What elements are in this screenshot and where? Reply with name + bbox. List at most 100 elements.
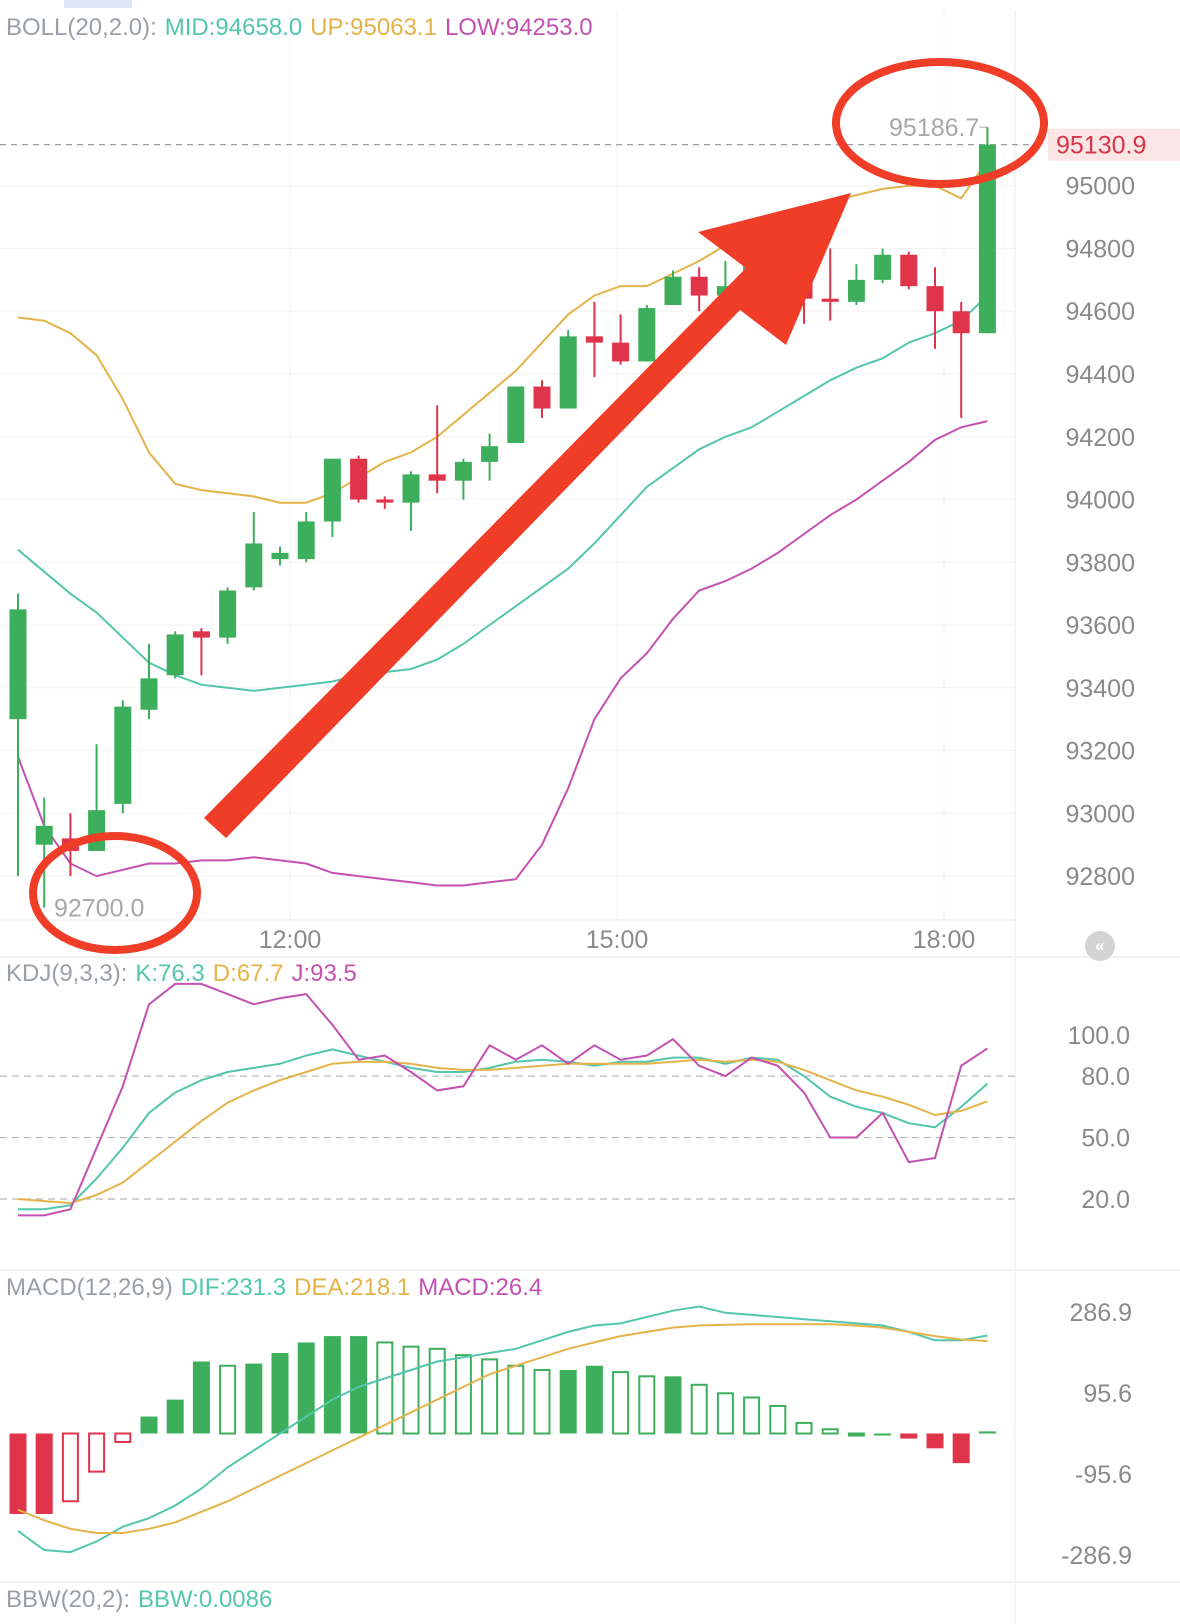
- kdj-j-line: [18, 982, 988, 1217]
- macd-histogram-bar: [795, 1421, 813, 1435]
- macd-histogram-bar: [88, 1432, 106, 1473]
- candle-body: [9, 609, 27, 720]
- candle-body: [559, 336, 577, 409]
- macd-histogram-bar: [900, 1433, 918, 1439]
- kdj-y-tick-label: 100.0: [1067, 1022, 1130, 1050]
- boll-y-tick-label: 92800: [1065, 863, 1135, 891]
- macd-histogram-bar: [376, 1341, 394, 1435]
- kdj-k-line: [18, 1048, 989, 1211]
- macd-histogram-bar: [585, 1365, 603, 1434]
- boll-y-tick-label: 93600: [1065, 612, 1135, 640]
- macd-histogram-bar: [847, 1432, 865, 1437]
- macd-legend: MACD(12,26,9) DIF:231.3 DEA:218.1 MACD:26.4: [6, 1274, 550, 1302]
- kdj-y-tick-label: 20.0: [1081, 1186, 1130, 1214]
- candle-body: [481, 446, 499, 462]
- low-price-marker: 92700.0: [54, 894, 144, 922]
- macd-dea-line: [17, 1323, 988, 1534]
- highlight-circle-high: [832, 58, 1048, 188]
- candle-body: [88, 810, 106, 851]
- candle-body: [402, 474, 420, 503]
- boll-y-tick-label: 93400: [1065, 675, 1135, 703]
- boll-legend: BOLL(20,2.0): MID:94658.0 UP:95063.1 LOW:94…: [6, 14, 601, 42]
- macd-histogram-bar: [926, 1433, 944, 1449]
- macd-title: MACD(12,26,9): [6, 1274, 173, 1301]
- macd-histogram-bar: [769, 1404, 787, 1435]
- macd-value-label: MACD:26.4: [418, 1274, 543, 1301]
- boll-y-tick-label: 94200: [1065, 424, 1135, 452]
- boll-y-tick-label: 93200: [1065, 738, 1135, 766]
- trend-arrow: [204, 193, 851, 838]
- macd-histogram-bar: [612, 1371, 630, 1435]
- boll-y-tick-label: 94800: [1065, 235, 1135, 263]
- macd-histogram-bar: [428, 1347, 446, 1435]
- macd-histogram-bar: [978, 1431, 996, 1434]
- highlight-circle-low: [29, 832, 201, 954]
- boll-y-tick-label: 93800: [1065, 549, 1135, 577]
- macd-histogram-bar: [716, 1392, 734, 1435]
- kdj-y-tick-label: 50.0: [1081, 1125, 1130, 1153]
- kdj-j-label: J:93.5: [291, 960, 357, 987]
- macd-histogram-bar: [402, 1345, 420, 1435]
- candle-body: [35, 825, 53, 845]
- boll-lower-band-line: [17, 420, 988, 887]
- candle-body: [533, 386, 551, 409]
- macd-histogram-bar: [166, 1399, 184, 1434]
- candle-body: [638, 308, 656, 362]
- boll-low-label: LOW:94253.0: [444, 14, 593, 41]
- macd-histogram-bar: [192, 1361, 210, 1434]
- current-price-tag: [1048, 128, 1180, 161]
- candle-body: [376, 499, 394, 503]
- candle-body: [926, 286, 944, 312]
- candle-body: [219, 590, 237, 638]
- candle-body: [585, 336, 603, 343]
- macd-histogram-bar: [533, 1368, 551, 1435]
- macd-y-tick-label: 95.6: [1083, 1380, 1132, 1408]
- candle-body: [166, 634, 184, 676]
- macd-histogram-bar: [638, 1375, 656, 1435]
- macd-histogram-bar: [454, 1354, 472, 1435]
- candle-body: [350, 458, 368, 500]
- boll-y-tick-label: 93000: [1065, 800, 1135, 828]
- macd-histogram-bar: [743, 1396, 761, 1435]
- macd-y-tick-label: 286.9: [1069, 1299, 1132, 1327]
- candle-body: [140, 678, 158, 710]
- macd-histogram-bar: [559, 1369, 577, 1434]
- macd-histogram-bar: [507, 1364, 525, 1435]
- kdj-d-label: D:67.7: [212, 960, 284, 987]
- macd-histogram-bar: [350, 1336, 368, 1434]
- bbw-title: BBW(20,2):: [6, 1586, 131, 1613]
- candle-body: [900, 254, 918, 287]
- kdj-legend: KDJ(9,3,3): K:76.3 D:67.7 J:93.5: [6, 960, 365, 988]
- macd-dea-label: DEA:218.1: [294, 1274, 411, 1301]
- x-axis-tick-label: 18:00: [913, 926, 976, 954]
- candle-body: [454, 461, 472, 481]
- macd-histogram-bar: [245, 1363, 263, 1434]
- macd-histogram-bar: [35, 1433, 53, 1514]
- boll-y-tick-label: 94600: [1065, 298, 1135, 326]
- candle-body: [245, 543, 263, 588]
- boll-y-tick-label: 94400: [1065, 361, 1135, 389]
- x-axis-tick-label: 15:00: [586, 926, 649, 954]
- candle-body: [612, 342, 630, 362]
- candle-body: [690, 276, 708, 296]
- kdj-k-label: K:76.3: [135, 960, 205, 987]
- macd-histogram-bar: [952, 1433, 970, 1464]
- macd-histogram-bar: [271, 1353, 289, 1434]
- macd-histogram-bar: [323, 1336, 341, 1434]
- macd-dif-line: [17, 1305, 988, 1554]
- boll-mid-label: MID:94658.0: [164, 14, 303, 41]
- high-price-marker: 95186.7: [889, 114, 979, 142]
- candle-body: [192, 631, 210, 638]
- candle-body: [978, 144, 996, 334]
- x-axis-tick-label: 12:00: [259, 926, 322, 954]
- macd-histogram-bar: [140, 1416, 158, 1434]
- kdj-d-line: [17, 1058, 988, 1205]
- bbw-legend: BBW(20,2): BBW:0.0086: [6, 1586, 280, 1614]
- candle-body: [507, 386, 525, 444]
- macd-histogram-bar: [690, 1383, 708, 1435]
- collapse-arrow-button[interactable]: «: [1085, 931, 1115, 961]
- macd-histogram-bar: [481, 1358, 499, 1435]
- boll-title: BOLL(20,2.0):: [6, 14, 157, 41]
